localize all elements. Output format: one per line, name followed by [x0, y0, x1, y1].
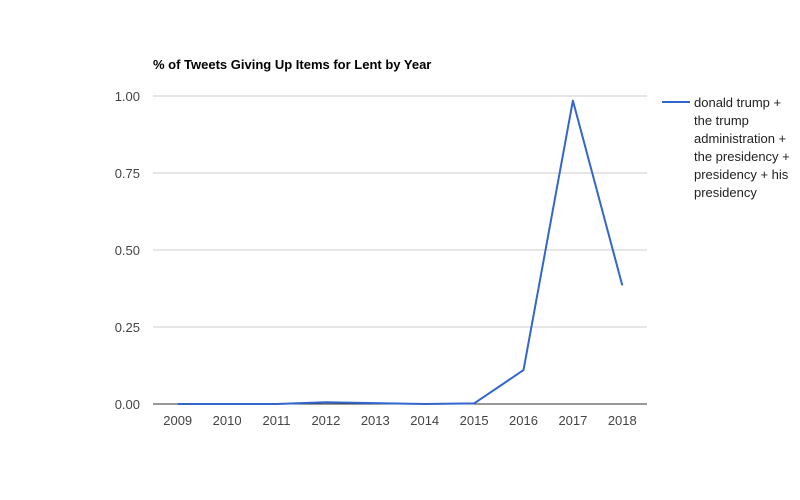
x-axis-tick-labels: 2009 2010 2011 2012 2013 2014 2015 2016 2017 2018	[163, 413, 637, 428]
x-tick-label: 2013	[361, 413, 390, 428]
gridlines	[153, 95, 647, 328]
x-tick-label: 2015	[460, 413, 489, 428]
x-tick-label: 2011	[263, 413, 291, 428]
y-tick-label: 0.50	[115, 243, 140, 258]
y-tick-label: 0.25	[115, 320, 140, 335]
series-line-0	[177, 99, 624, 405]
x-tick-label: 2009	[163, 413, 192, 428]
legend-swatch	[662, 101, 690, 103]
x-tick-label: 2017	[558, 413, 587, 428]
x-tick-label: 2018	[608, 413, 637, 428]
y-tick-label: 0.75	[115, 166, 140, 181]
chart-title: % of Tweets Giving Up Items for Lent by …	[153, 57, 432, 72]
legend-series-label: donald trump + the trump administration …	[694, 95, 790, 200]
x-tick-label: 2012	[311, 413, 340, 428]
x-tick-label: 2010	[213, 413, 242, 428]
y-axis-tick-labels: 0.00 0.25 0.50 0.75 1.00	[115, 89, 140, 412]
y-tick-label: 1.00	[115, 89, 140, 104]
series-lines	[177, 99, 624, 405]
x-tick-label: 2014	[410, 413, 439, 428]
y-tick-label: 0.00	[115, 397, 140, 412]
x-tick-label: 2016	[509, 413, 538, 428]
